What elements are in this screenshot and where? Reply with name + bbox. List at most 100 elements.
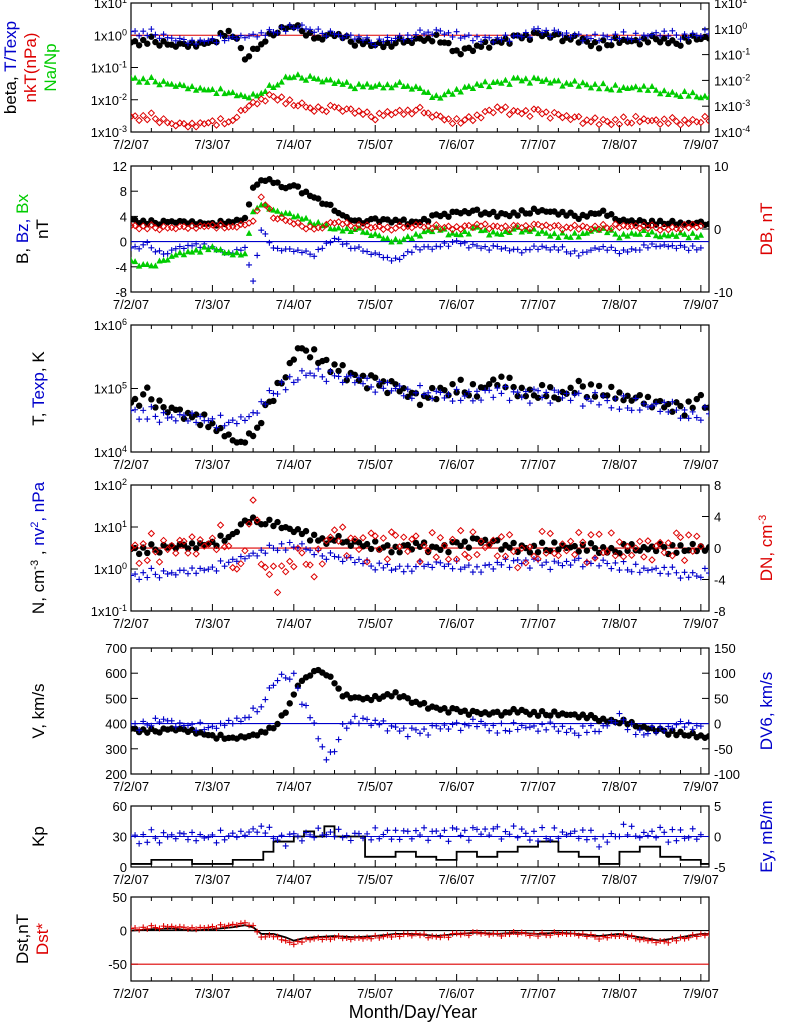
data-point	[555, 233, 562, 240]
data-point	[509, 547, 518, 556]
data-point	[302, 527, 310, 535]
data-point	[689, 729, 696, 737]
data-point	[653, 939, 660, 946]
data-point	[697, 118, 705, 127]
data-point	[131, 244, 134, 251]
data-point	[140, 544, 147, 551]
data-point	[494, 243, 501, 250]
data-point	[241, 555, 248, 562]
x-tick-label: 7/3/07	[194, 137, 230, 152]
series-layer	[131, 919, 709, 948]
data-point	[583, 729, 590, 736]
data-point	[604, 229, 611, 236]
data-point	[172, 251, 179, 258]
data-point	[701, 112, 709, 121]
data-point	[453, 389, 460, 396]
data-point	[250, 550, 257, 557]
data-point	[489, 108, 497, 117]
data-point	[705, 404, 709, 411]
data-point	[506, 247, 513, 254]
data-point	[266, 516, 273, 523]
y-axis-label: Kp	[29, 826, 48, 847]
data-point	[661, 231, 668, 238]
data-point	[294, 544, 302, 553]
data-point	[372, 824, 379, 831]
data-point	[579, 827, 586, 834]
data-point	[400, 392, 407, 399]
data-point	[494, 230, 501, 237]
data-point	[543, 27, 550, 34]
data-point	[376, 81, 383, 88]
y-tick-label: 1x101	[94, 0, 127, 11]
y-tick-label: 1x100	[94, 561, 127, 577]
data-point	[461, 827, 468, 834]
data-point	[664, 539, 673, 547]
data-point	[608, 565, 615, 572]
data-point	[636, 36, 643, 43]
data-point	[482, 722, 489, 729]
y-tick-label: 12	[113, 159, 127, 174]
data-point	[237, 91, 245, 98]
data-point	[277, 562, 286, 570]
data-point	[555, 546, 562, 553]
data-point	[493, 222, 502, 231]
data-point	[282, 374, 289, 381]
data-point	[249, 496, 257, 504]
data-point	[579, 403, 586, 410]
data-point	[400, 235, 407, 242]
data-point	[323, 831, 330, 838]
data-point	[209, 723, 216, 730]
data-point	[132, 243, 139, 250]
data-point	[676, 533, 685, 542]
y2-tick-label: 1x100	[714, 21, 747, 37]
data-point	[404, 82, 411, 89]
data-point	[229, 556, 236, 563]
data-point	[485, 44, 493, 51]
data-point	[250, 825, 257, 832]
data-point	[201, 726, 208, 733]
data-point	[575, 215, 582, 223]
data-point	[220, 224, 229, 232]
data-point	[233, 35, 240, 42]
data-point	[501, 552, 510, 560]
data-point	[315, 934, 322, 941]
data-point	[441, 705, 448, 712]
data-point	[603, 117, 611, 126]
y-axis-label: nkT(nPa)	[21, 33, 40, 103]
data-point	[351, 109, 359, 117]
data-point	[224, 542, 233, 550]
data-point	[538, 110, 546, 118]
data-point	[282, 937, 289, 944]
data-point	[697, 231, 705, 238]
data-point	[400, 216, 407, 223]
data-point	[400, 36, 407, 43]
data-point	[494, 34, 501, 41]
data-point	[530, 243, 537, 250]
data-point	[274, 836, 281, 843]
y-tick-label: 500	[105, 691, 127, 706]
data-point	[494, 559, 501, 566]
data-point	[566, 224, 575, 232]
y2-tick-label: 1x101	[714, 0, 747, 11]
data-point	[290, 691, 298, 698]
data-point	[665, 731, 672, 738]
data-point	[172, 723, 179, 730]
data-point	[184, 224, 192, 233]
data-point	[400, 568, 407, 575]
data-point	[274, 720, 281, 728]
data-point	[258, 29, 265, 36]
data-point	[600, 243, 607, 250]
data-point	[343, 935, 350, 942]
data-point	[319, 30, 326, 37]
data-point	[286, 373, 293, 380]
data-point	[595, 225, 603, 233]
data-point	[469, 85, 477, 92]
data-point	[526, 79, 534, 86]
data-point	[660, 548, 668, 557]
data-point	[505, 226, 514, 234]
data-point	[132, 832, 139, 839]
data-point	[559, 82, 566, 89]
data-point	[526, 225, 534, 233]
data-point	[311, 372, 318, 379]
data-point	[502, 32, 509, 39]
